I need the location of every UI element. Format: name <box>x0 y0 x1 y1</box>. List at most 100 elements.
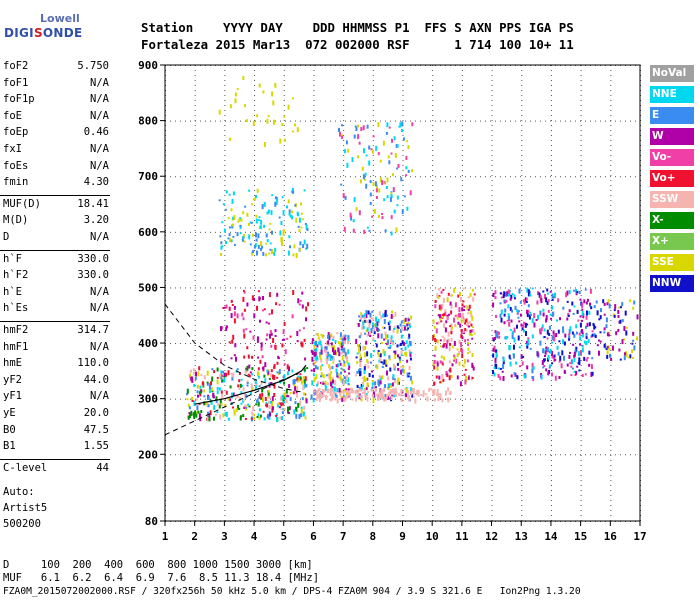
grid-dot <box>254 100 256 101</box>
echo-point <box>219 373 222 378</box>
echo-point <box>389 197 392 202</box>
echo-point <box>293 383 296 387</box>
echo-point <box>510 319 513 323</box>
echo-point <box>570 359 573 365</box>
grid-dot <box>521 455 523 456</box>
echo-point <box>442 297 445 303</box>
grid-dot <box>491 500 493 501</box>
echo-point <box>344 388 347 393</box>
echo-point <box>527 289 530 292</box>
grid-dot <box>313 250 315 251</box>
echo-point <box>551 311 554 317</box>
echo-point <box>246 382 249 385</box>
echo-point <box>494 296 497 300</box>
echo-point <box>377 351 379 355</box>
grid-dot <box>224 90 226 91</box>
grid-dot <box>285 231 286 233</box>
echo-point <box>542 290 545 293</box>
echo-point <box>363 229 366 234</box>
echo-point <box>439 317 442 321</box>
echo-point <box>343 394 345 398</box>
echo-point <box>531 318 534 324</box>
grid-dot <box>185 120 186 122</box>
echo-point <box>338 352 341 357</box>
grid-dot <box>372 125 374 126</box>
echo-point <box>282 230 285 236</box>
grid-dot <box>283 460 285 461</box>
grid-dot <box>210 454 211 456</box>
grid-dot <box>195 176 196 178</box>
echo-point <box>330 371 333 375</box>
echo-point <box>273 393 276 397</box>
grid-dot <box>530 231 531 233</box>
echo-point <box>503 313 506 317</box>
grid-dot <box>550 435 552 436</box>
echo-point <box>540 298 543 304</box>
echo-point <box>517 335 520 341</box>
echo-point <box>472 329 475 332</box>
echo-point <box>298 229 301 232</box>
echo-point <box>252 406 255 411</box>
grid-dot <box>283 295 285 296</box>
grid-dot <box>305 343 306 345</box>
grid-dot <box>550 185 552 186</box>
echo-point <box>625 354 628 357</box>
grid-dot <box>485 231 486 233</box>
grid-dot <box>225 120 226 122</box>
grid-dot <box>254 335 256 336</box>
grid-dot <box>230 343 231 345</box>
echo-point <box>378 355 381 357</box>
grid-dot <box>580 110 582 111</box>
grid-dot <box>432 200 434 201</box>
grid-dot <box>343 500 345 501</box>
header-labels: Station YYYY DAY DDD HHMMSS P1 FFS S AXN… <box>141 20 574 35</box>
legend-e: E <box>650 107 694 124</box>
grid-dot <box>465 398 466 400</box>
grid-dot <box>235 454 236 456</box>
echo-point <box>594 326 597 329</box>
grid-dot <box>461 390 463 391</box>
echo-point <box>272 374 274 380</box>
echo-point <box>233 354 236 357</box>
grid-dot <box>550 505 552 506</box>
grid-dot <box>495 176 496 178</box>
grid-dot <box>194 90 196 91</box>
grid-dot <box>580 400 582 401</box>
echo-point <box>192 368 195 372</box>
echo-point <box>347 362 350 366</box>
grid-dot <box>305 287 306 289</box>
grid-dot <box>380 120 381 122</box>
echo-point <box>230 239 233 243</box>
param-value: N/A <box>90 109 109 122</box>
echo-point <box>363 378 366 382</box>
echo-point <box>311 356 314 362</box>
grid-dot <box>313 110 315 111</box>
grid-dot <box>550 160 552 161</box>
grid-dot <box>194 160 196 161</box>
grid-dot <box>491 390 493 391</box>
echo-point <box>439 309 442 312</box>
grid-dot <box>180 287 181 289</box>
echo-point <box>330 398 333 402</box>
grid-dot <box>521 140 523 141</box>
grid-dot <box>402 220 404 221</box>
echo-point <box>187 415 190 420</box>
echo-point <box>525 301 528 303</box>
grid-dot <box>372 80 374 81</box>
grid-dot <box>550 90 552 91</box>
echo-point <box>242 399 245 402</box>
echo-point <box>405 351 408 357</box>
grid-dot <box>254 305 256 306</box>
grid-dot <box>521 365 523 366</box>
echo-point <box>362 381 364 385</box>
grid-dot <box>580 390 582 391</box>
grid-dot <box>224 145 226 146</box>
echo-point <box>231 304 234 306</box>
grid-dot <box>275 454 276 456</box>
grid-dot <box>550 85 552 86</box>
echo-point <box>585 358 588 362</box>
echo-point <box>365 320 368 324</box>
echo-point <box>579 322 582 328</box>
echo-point <box>492 347 495 352</box>
echo-point <box>229 238 231 243</box>
